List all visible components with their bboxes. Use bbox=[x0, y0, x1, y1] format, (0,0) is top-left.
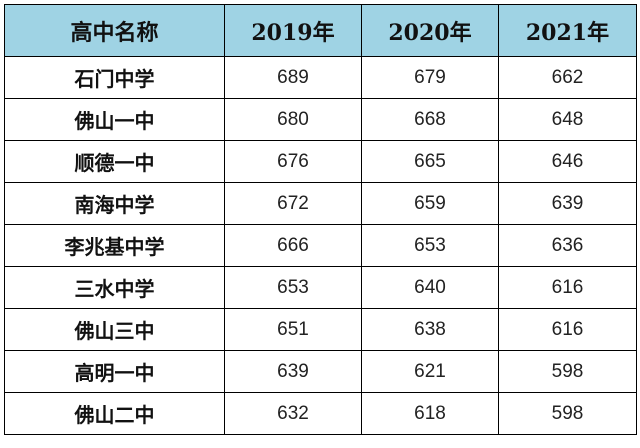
school-name-cell: 佛山三中 bbox=[4, 308, 225, 351]
score-2020-cell: 665 bbox=[361, 140, 499, 183]
score-2019-cell: 672 bbox=[224, 182, 362, 225]
header-year-2021: 2021年 bbox=[498, 4, 637, 57]
score-table: 高中名称 2019年 2020年 2021年 石门中学 689 679 662 … bbox=[4, 4, 637, 435]
header-school-name: 高中名称 bbox=[4, 4, 225, 57]
score-2021-cell: 662 bbox=[498, 56, 637, 99]
table-row: 石门中学 689 679 662 bbox=[4, 56, 637, 99]
school-name-cell: 高明一中 bbox=[4, 350, 225, 393]
score-2019-cell: 680 bbox=[224, 98, 362, 141]
school-name-cell: 顺德一中 bbox=[4, 140, 225, 183]
score-2020-cell: 679 bbox=[361, 56, 499, 99]
score-2021-cell: 616 bbox=[498, 308, 637, 351]
school-name-cell: 石门中学 bbox=[4, 56, 225, 99]
header-row: 高中名称 2019年 2020年 2021年 bbox=[4, 4, 637, 57]
score-2019-cell: 676 bbox=[224, 140, 362, 183]
table-row: 佛山一中 680 668 648 bbox=[4, 98, 637, 141]
score-2019-cell: 653 bbox=[224, 266, 362, 309]
score-2021-cell: 636 bbox=[498, 224, 637, 267]
school-name-cell: 佛山二中 bbox=[4, 392, 225, 435]
school-name-cell: 三水中学 bbox=[4, 266, 225, 309]
score-2021-cell: 648 bbox=[498, 98, 637, 141]
table-row: 顺德一中 676 665 646 bbox=[4, 140, 637, 183]
header-year-2019: 2019年 bbox=[224, 4, 362, 57]
table-row: 南海中学 672 659 639 bbox=[4, 182, 637, 225]
score-2021-cell: 616 bbox=[498, 266, 637, 309]
header-year-2020: 2020年 bbox=[361, 4, 499, 57]
table-row: 佛山二中 632 618 598 bbox=[4, 392, 637, 435]
score-2020-cell: 640 bbox=[361, 266, 499, 309]
score-2020-cell: 668 bbox=[361, 98, 499, 141]
table-row: 高明一中 639 621 598 bbox=[4, 350, 637, 393]
table-row: 佛山三中 651 638 616 bbox=[4, 308, 637, 351]
school-name-cell: 南海中学 bbox=[4, 182, 225, 225]
score-2020-cell: 618 bbox=[361, 392, 499, 435]
school-name-cell: 佛山一中 bbox=[4, 98, 225, 141]
table-body: 石门中学 689 679 662 佛山一中 680 668 648 顺德一中 6… bbox=[4, 56, 637, 435]
table-header: 高中名称 2019年 2020年 2021年 bbox=[4, 4, 637, 57]
score-2020-cell: 653 bbox=[361, 224, 499, 267]
school-name-cell: 李兆基中学 bbox=[4, 224, 225, 267]
score-2021-cell: 598 bbox=[498, 392, 637, 435]
table-row: 李兆基中学 666 653 636 bbox=[4, 224, 637, 267]
score-2020-cell: 659 bbox=[361, 182, 499, 225]
score-2020-cell: 621 bbox=[361, 350, 499, 393]
score-2019-cell: 689 bbox=[224, 56, 362, 99]
score-2021-cell: 598 bbox=[498, 350, 637, 393]
score-2019-cell: 639 bbox=[224, 350, 362, 393]
score-2019-cell: 666 bbox=[224, 224, 362, 267]
score-2020-cell: 638 bbox=[361, 308, 499, 351]
score-2021-cell: 639 bbox=[498, 182, 637, 225]
score-2019-cell: 632 bbox=[224, 392, 362, 435]
score-2021-cell: 646 bbox=[498, 140, 637, 183]
score-2019-cell: 651 bbox=[224, 308, 362, 351]
table-row: 三水中学 653 640 616 bbox=[4, 266, 637, 309]
